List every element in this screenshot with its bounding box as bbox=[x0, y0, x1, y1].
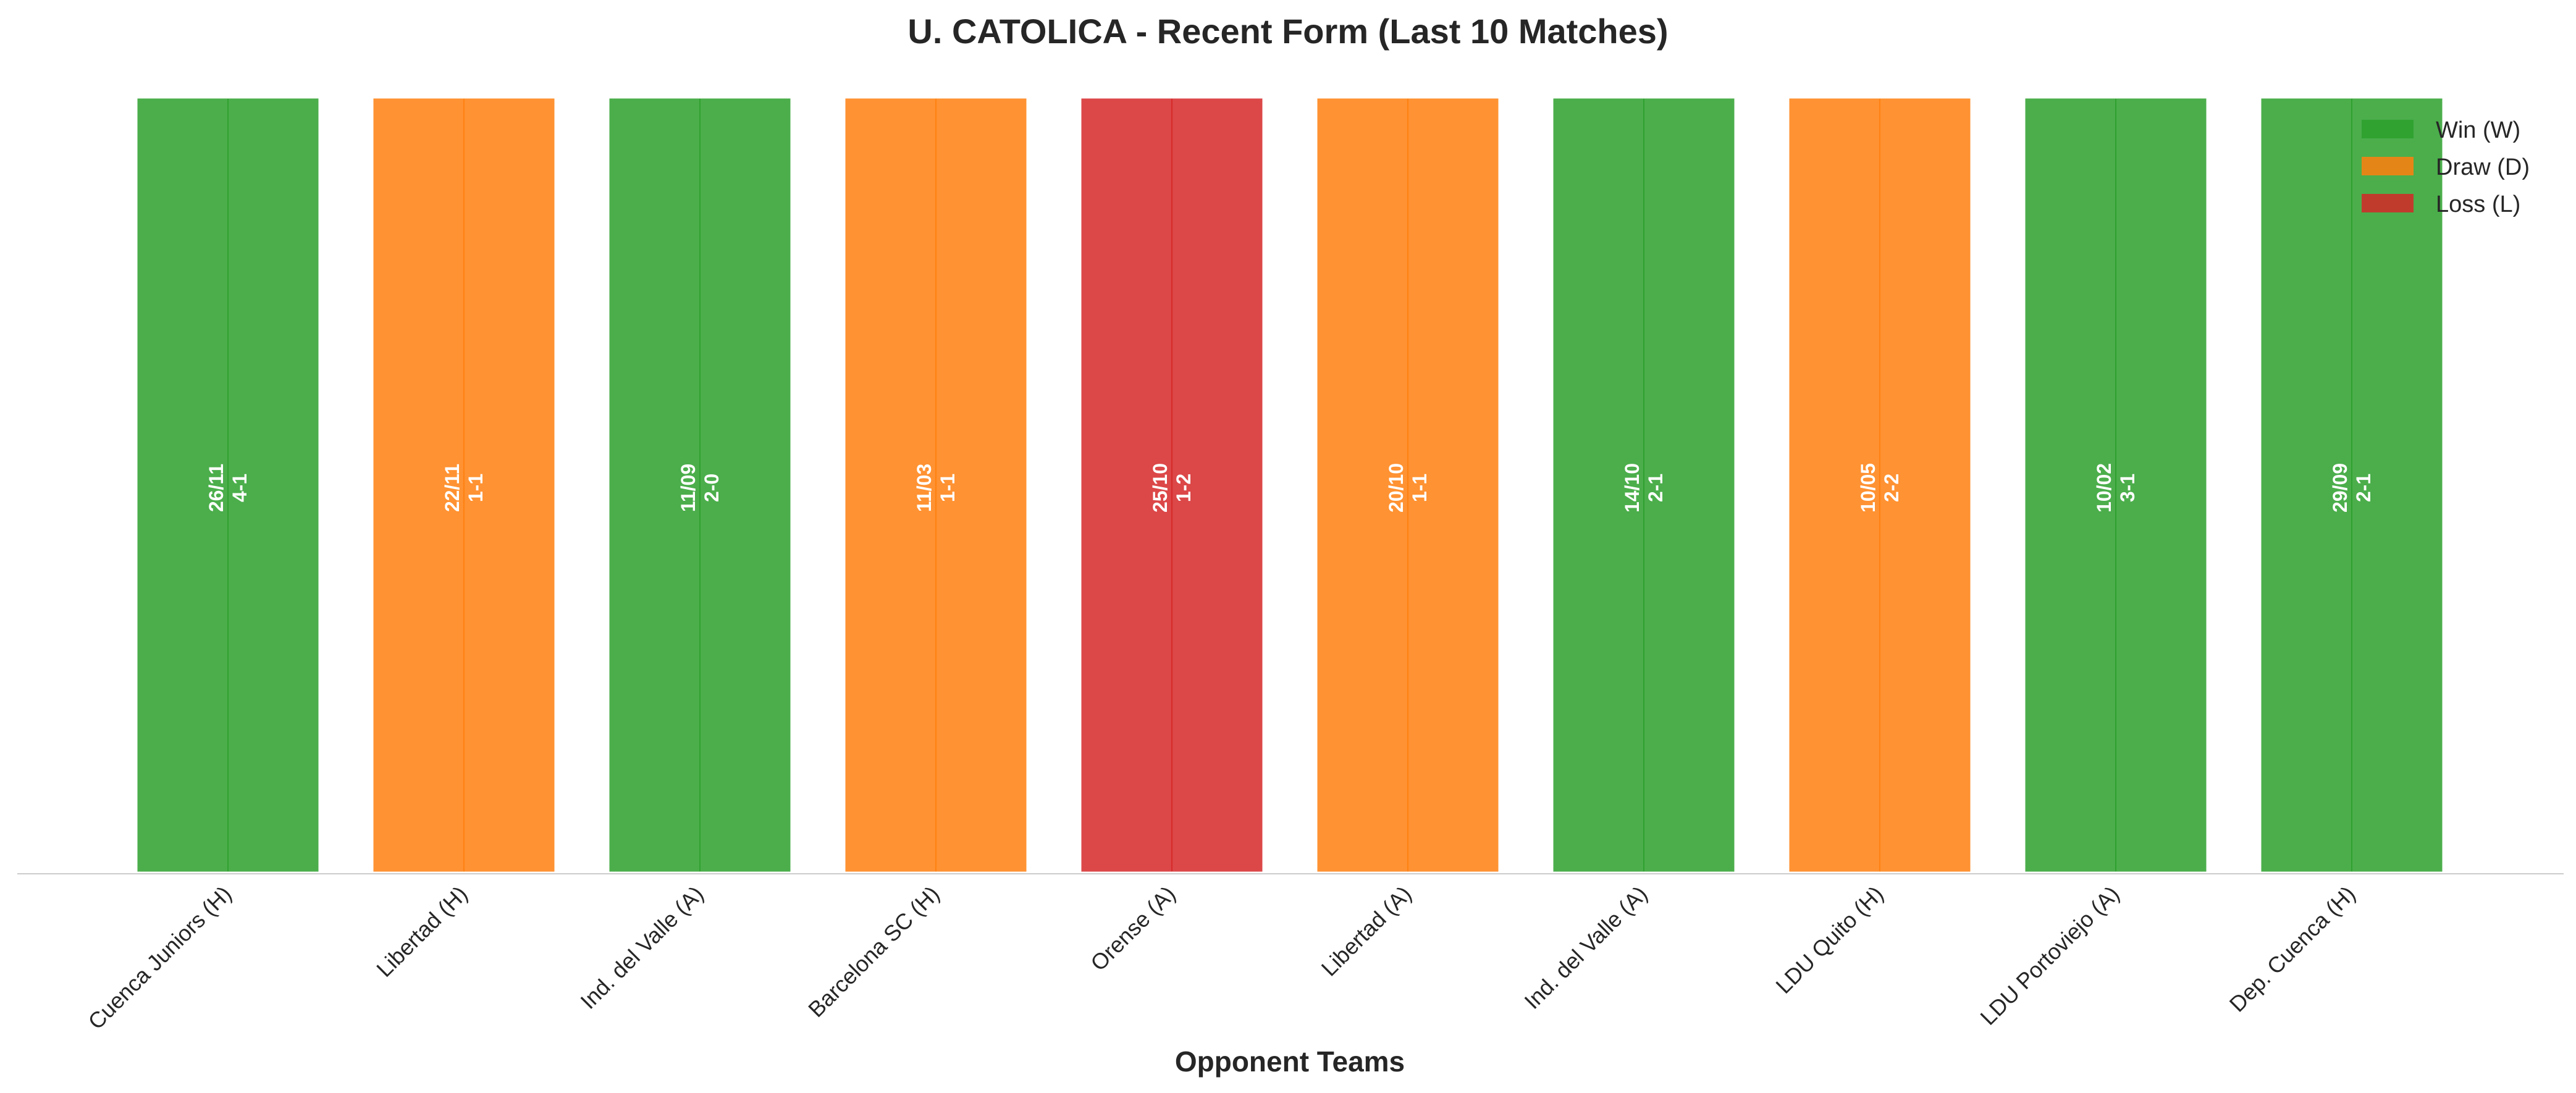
bar-label-4: 11/03 1-1 bbox=[913, 464, 959, 512]
bar-score-label: 4-1 bbox=[229, 474, 251, 502]
bar-date-label: 11/03 bbox=[913, 464, 935, 512]
legend-label-w: Win (W) bbox=[2436, 117, 2520, 143]
x-tick-label-6: Libertad (A) bbox=[1316, 881, 1416, 981]
bar-score-label: 1-2 bbox=[1172, 474, 1195, 502]
bar-date-label: 22/11 bbox=[441, 464, 463, 512]
x-tick-label-5: Orense (A) bbox=[1085, 881, 1180, 976]
bar-score-label: 1-1 bbox=[465, 474, 487, 502]
legend-label-d: Draw (D) bbox=[2436, 154, 2530, 180]
bar-date-label: 25/10 bbox=[1149, 463, 1171, 513]
x-tick-label-1: Cuenca Juniors (H) bbox=[83, 881, 236, 1034]
legend-label-l: Loss (L) bbox=[2436, 191, 2520, 217]
x-tick-label-2: Libertad (H) bbox=[371, 881, 472, 982]
bar-date-label: 11/09 bbox=[677, 464, 699, 512]
x-tick-label-4: Barcelona SC (H) bbox=[803, 881, 944, 1022]
bar-label-9: 10/02 3-1 bbox=[2093, 463, 2139, 513]
bar-date-label: 20/10 bbox=[1385, 463, 1407, 513]
bar-label-3: 11/09 2-0 bbox=[677, 464, 723, 512]
bar-label-7: 14/10 2-1 bbox=[1621, 463, 1667, 513]
x-tick-label-7: Ind. del Valle (A) bbox=[1519, 881, 1652, 1014]
legend-swatch-l bbox=[2362, 194, 2414, 212]
legend-swatch-w bbox=[2362, 120, 2414, 138]
bar-label-5: 25/10 1-2 bbox=[1149, 463, 1195, 513]
x-tick-label-10: Dep. Cuenca (H) bbox=[2225, 881, 2360, 1017]
bar-date-label: 29/09 bbox=[2329, 463, 2351, 513]
bar-score-label: 2-2 bbox=[1880, 474, 1903, 502]
chart-title: U. CATOLICA - Recent Form (Last 10 Match… bbox=[907, 12, 1668, 51]
bar-label-2: 22/11 1-1 bbox=[441, 464, 487, 512]
bar-score-label: 1-1 bbox=[1408, 474, 1431, 502]
bar-score-label: 2-1 bbox=[2352, 474, 2375, 502]
bar-date-label: 14/10 bbox=[1621, 463, 1643, 513]
bar-label-10: 29/09 2-1 bbox=[2329, 463, 2375, 513]
legend: Win (W) Draw (D) Loss (L) bbox=[2362, 117, 2530, 217]
bar-date-label: 10/05 bbox=[1857, 463, 1879, 513]
bar-label-6: 20/10 1-1 bbox=[1385, 463, 1431, 513]
bar-date-label: 26/11 bbox=[205, 464, 227, 512]
x-tick-label-9: LDU Portoviejo (A) bbox=[1975, 881, 2124, 1030]
bar-label-8: 10/05 2-2 bbox=[1857, 463, 1903, 513]
bar-score-label: 2-0 bbox=[701, 474, 723, 502]
bar-score-label: 1-1 bbox=[937, 474, 959, 502]
bar-date-label: 10/02 bbox=[2093, 463, 2115, 513]
bar-score-label: 2-1 bbox=[1644, 474, 1667, 502]
x-axis-title: Opponent Teams bbox=[1175, 1045, 1405, 1078]
bars-layer: 26/11 4-1 22/11 1-1 11/09 2-0 11/03 1-1 25/10 1-2… bbox=[135, 96, 2444, 874]
tick-labels: Cuenca Juniors (H) Libertad (H) Ind. del V… bbox=[83, 881, 2360, 1034]
legend-swatch-d bbox=[2362, 157, 2414, 175]
bar-score-label: 3-1 bbox=[2116, 474, 2139, 502]
x-tick-label-8: LDU Quito (H) bbox=[1770, 881, 1888, 999]
bar-label-1: 26/11 4-1 bbox=[205, 464, 251, 512]
x-tick-label-3: Ind. del Valle (A) bbox=[575, 881, 708, 1014]
